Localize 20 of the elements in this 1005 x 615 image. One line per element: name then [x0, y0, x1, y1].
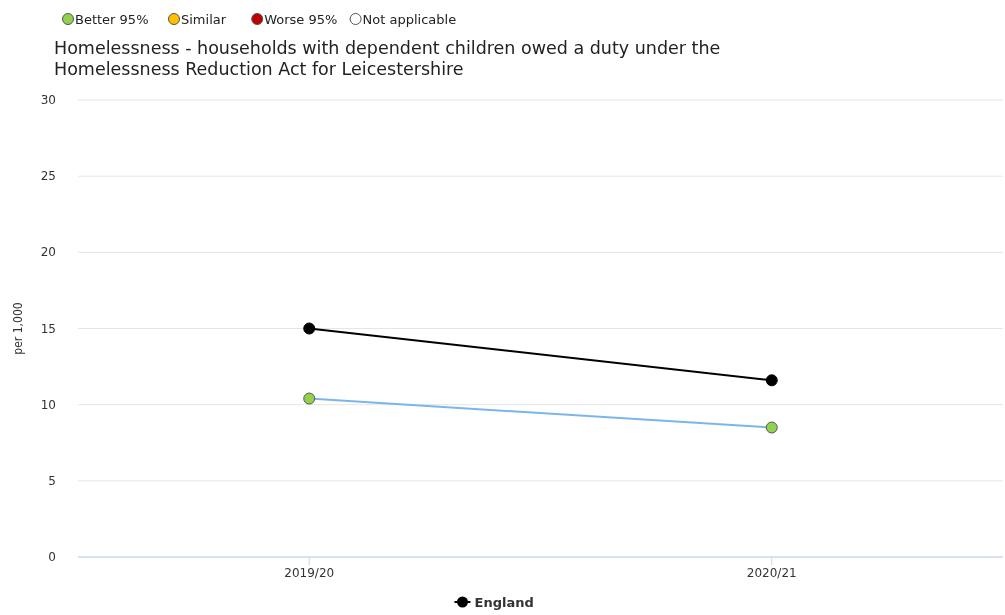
point [765, 421, 778, 434]
y-tick-label: 30 [40, 93, 56, 107]
y-tick-label: 5 [48, 473, 56, 488]
x-tick-label: 2020/21 [746, 566, 797, 580]
y-axis-title: per 1,000 [11, 302, 25, 355]
y-tick-label: 15 [40, 321, 56, 336]
text: Worse 95% [264, 11, 338, 27]
y-tick-label: 25 [40, 169, 56, 184]
text: Better 95% [75, 11, 149, 27]
y-tick-label: 20 [40, 245, 56, 260]
text: Similar [181, 11, 227, 27]
point [765, 374, 778, 387]
chart-title: Homelessness - households with dependent children owed a duty under the Homelessness Reduction Act for Leicestershire [54, 38, 721, 79]
y-tick-label: 0 [48, 550, 56, 564]
x-tick-label: 2019/20 [284, 566, 335, 580]
legend-label: England [474, 595, 534, 610]
point [303, 392, 316, 405]
y-tick-label: 10 [40, 397, 56, 412]
text: Not applicable [362, 11, 457, 27]
point [303, 322, 316, 335]
